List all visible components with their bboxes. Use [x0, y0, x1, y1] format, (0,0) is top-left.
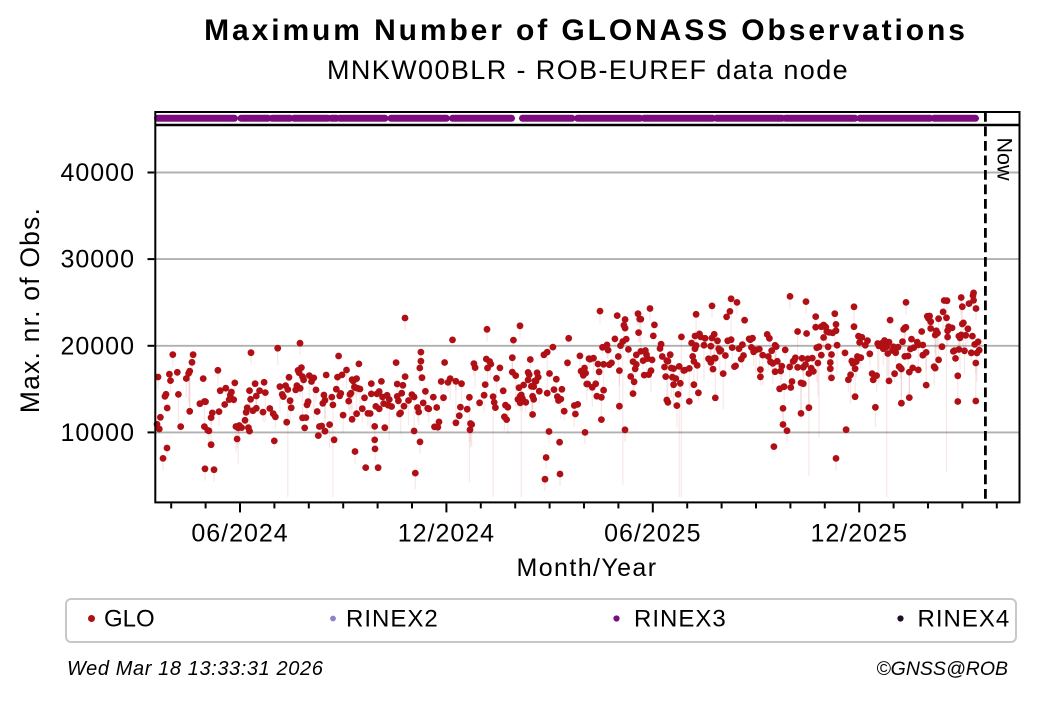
svg-text:30000: 30000 — [60, 246, 135, 274]
svg-text:06/2025: 06/2025 — [604, 520, 701, 548]
svg-text:RINEX4: RINEX4 — [918, 606, 1011, 633]
svg-text:GLO: GLO — [104, 606, 155, 633]
svg-text:40000: 40000 — [60, 159, 135, 187]
svg-text:Wed Mar 18 13:33:31 2026: Wed Mar 18 13:33:31 2026 — [67, 658, 324, 680]
svg-text:Now: Now — [993, 138, 1017, 181]
svg-text:RINEX3: RINEX3 — [634, 606, 727, 633]
svg-text:06/2024: 06/2024 — [191, 520, 288, 548]
svg-text:Month/Year: Month/Year — [517, 554, 658, 582]
svg-text:12/2025: 12/2025 — [811, 520, 908, 548]
svg-text:Max. nr. of Obs.: Max. nr. of Obs. — [15, 207, 45, 413]
svg-text:Maximum Number of GLONASS Obse: Maximum Number of GLONASS Observations — [204, 14, 968, 47]
svg-text:©GNSS@ROB: ©GNSS@ROB — [876, 658, 1008, 680]
svg-text:20000: 20000 — [60, 332, 135, 360]
svg-text:MNKW00BLR - ROB-EUREF data nod: MNKW00BLR - ROB-EUREF data node — [327, 55, 849, 85]
svg-text:12/2024: 12/2024 — [398, 520, 495, 548]
svg-text:10000: 10000 — [60, 419, 135, 447]
svg-text:RINEX2: RINEX2 — [346, 606, 439, 633]
